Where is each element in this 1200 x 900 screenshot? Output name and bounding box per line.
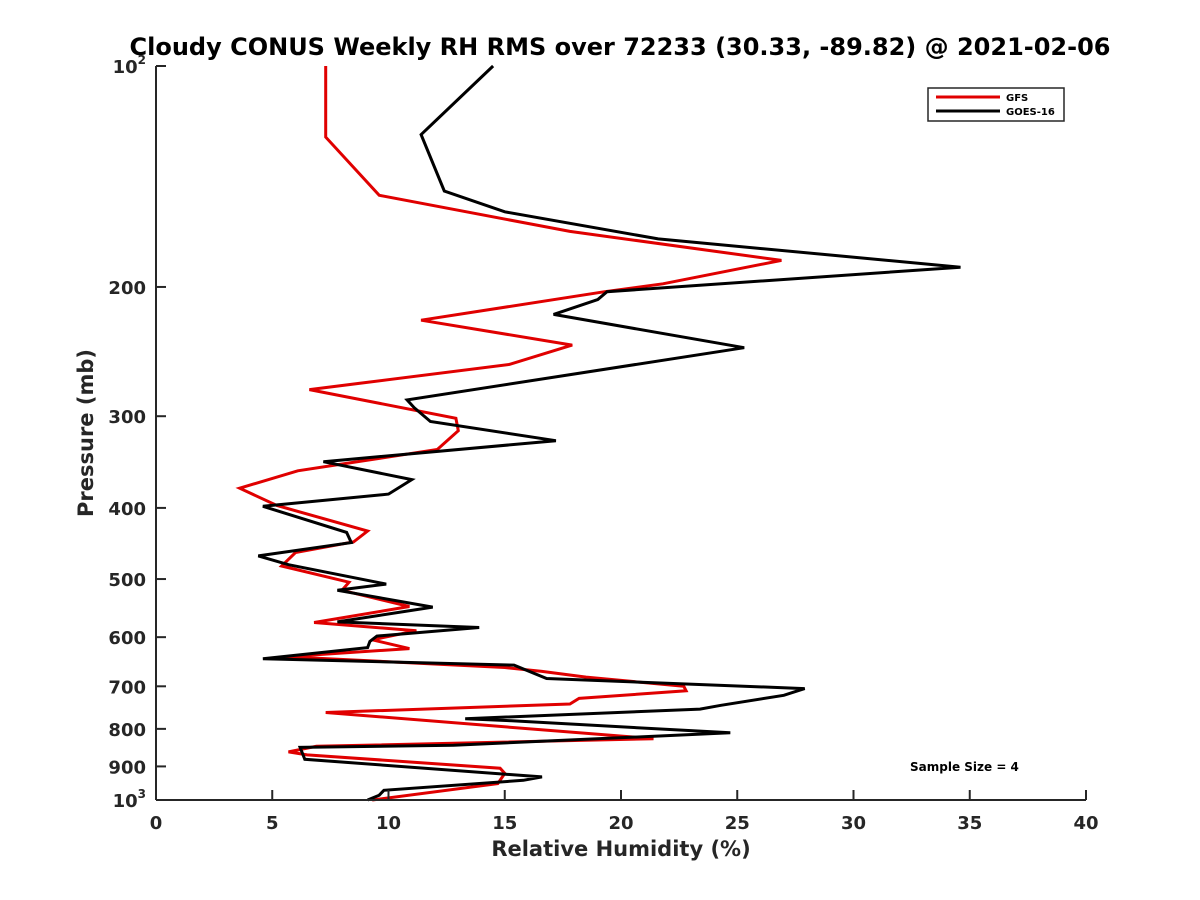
plot-area: 0 5 10 15 20 25 30 35 40 102 200 300 400 500 600 700 80… <box>108 53 1098 834</box>
x-tick-label: 15 <box>492 813 517 834</box>
y-tick-label: 700 <box>108 677 146 698</box>
x-tick-label: 30 <box>841 813 866 834</box>
x-tick-label: 35 <box>957 813 982 834</box>
y-tick-label: 600 <box>108 628 146 649</box>
x-tick-label: 40 <box>1073 813 1098 834</box>
x-ticks: 0 5 10 15 20 25 30 35 40 <box>150 790 1099 834</box>
y-tick-label: 500 <box>108 570 146 591</box>
sample-size-annotation: Sample Size = 4 <box>910 760 1019 774</box>
y-axis-label: Pressure (mb) <box>74 349 98 517</box>
legend-label-gfs: GFS <box>1006 93 1028 104</box>
x-tick-label: 20 <box>608 813 633 834</box>
y-tick-label: 300 <box>108 407 146 428</box>
x-axis-label: Relative Humidity (%) <box>491 837 750 861</box>
y-tick-label: 900 <box>108 757 146 778</box>
y-ticks: 102 200 300 400 500 600 700 800 900 103 <box>108 53 166 812</box>
y-tick-label: 102 <box>113 53 146 78</box>
y-tick-label: 400 <box>108 499 146 520</box>
y-tick-label: 800 <box>108 720 146 741</box>
legend-label-goes16: GOES-16 <box>1006 107 1055 118</box>
y-tick-label: 103 <box>113 787 146 812</box>
chart-title: Cloudy CONUS Weekly RH RMS over 72233 (3… <box>130 33 1111 61</box>
series-group <box>235 64 961 802</box>
x-tick-label: 25 <box>725 813 750 834</box>
x-tick-label: 0 <box>150 813 163 834</box>
legend: GFS GOES-16 <box>927 87 1065 122</box>
legend-box <box>927 87 1065 122</box>
y-tick-label: 200 <box>108 278 146 299</box>
x-tick-label: 5 <box>266 813 279 834</box>
series-line-goes-16 <box>257 64 961 802</box>
x-tick-label: 10 <box>376 813 401 834</box>
